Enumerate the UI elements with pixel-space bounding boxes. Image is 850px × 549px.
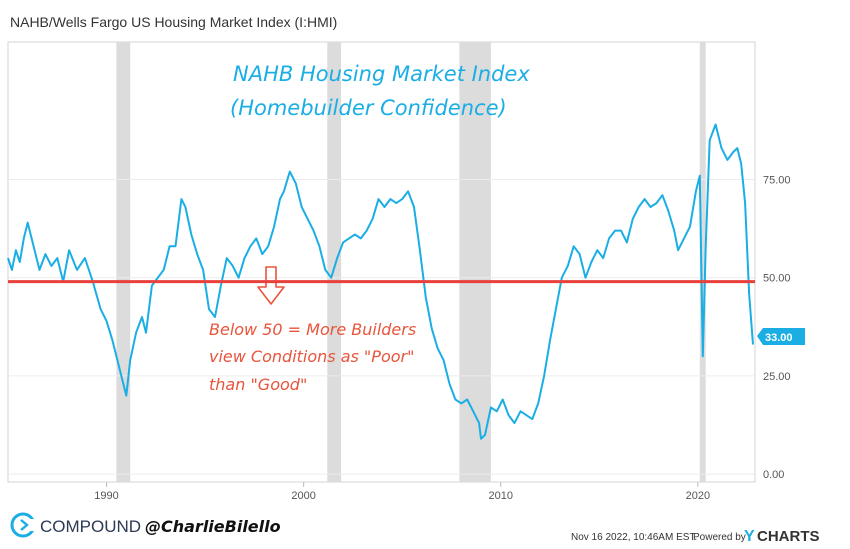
y-tick-label-2: 50.00: [763, 273, 791, 285]
y-tick-label-1: 25.00: [763, 371, 791, 383]
x-axis: 1990 2000 2010 2020: [94, 482, 710, 502]
recession-band-0: [116, 42, 131, 482]
recession-band-2: [459, 42, 491, 482]
ycharts-logo-y: Y: [744, 528, 755, 545]
x-tick-label-1: 2000: [291, 490, 315, 502]
recession-band-1: [327, 42, 342, 482]
footer-timestamp: Nov 16 2022, 10:46AM EST.: [571, 532, 697, 543]
series-group: [7, 123, 754, 440]
y-tick-label-0: 0.00: [763, 469, 784, 481]
grid: [8, 179, 755, 475]
annotation-note-line1: Below 50 = More Builders: [209, 320, 416, 339]
x-tick-label-0: 1990: [94, 490, 118, 502]
plot-frame: [7, 41, 756, 483]
end-value-label: 33.00: [765, 332, 793, 344]
ycharts-logo-text: CHARTS: [757, 528, 820, 545]
y-tick-label-3: 75.00: [763, 175, 791, 187]
down-arrow-icon: [257, 266, 285, 305]
y-axis: 0.00 25.00 50.00 75.00: [763, 175, 791, 482]
recession-band-3: [699, 42, 706, 482]
annotation-note-line2: view Conditions as "Poor": [209, 347, 414, 366]
chart-header-title: NAHB/Wells Fargo US Housing Market Index…: [10, 14, 337, 30]
compound-logo-icon: [10, 512, 38, 538]
footer-powered-by: Powered by: [693, 532, 746, 543]
hmi-series-line: [7, 123, 754, 440]
footer-handle: @CharlieBilello: [145, 517, 281, 536]
x-tick-label-2: 2010: [489, 490, 513, 502]
annotation-title-line2: (Homebuilder Confidence): [230, 96, 507, 120]
annotation-note-line3: than "Good": [209, 375, 307, 394]
end-value-badge: 33.00: [757, 328, 805, 345]
x-tick-label-3: 2020: [686, 490, 710, 502]
footer-brand: COMPOUND: [40, 517, 141, 536]
annotation-title-line1: NAHB Housing Market Index: [233, 62, 530, 86]
